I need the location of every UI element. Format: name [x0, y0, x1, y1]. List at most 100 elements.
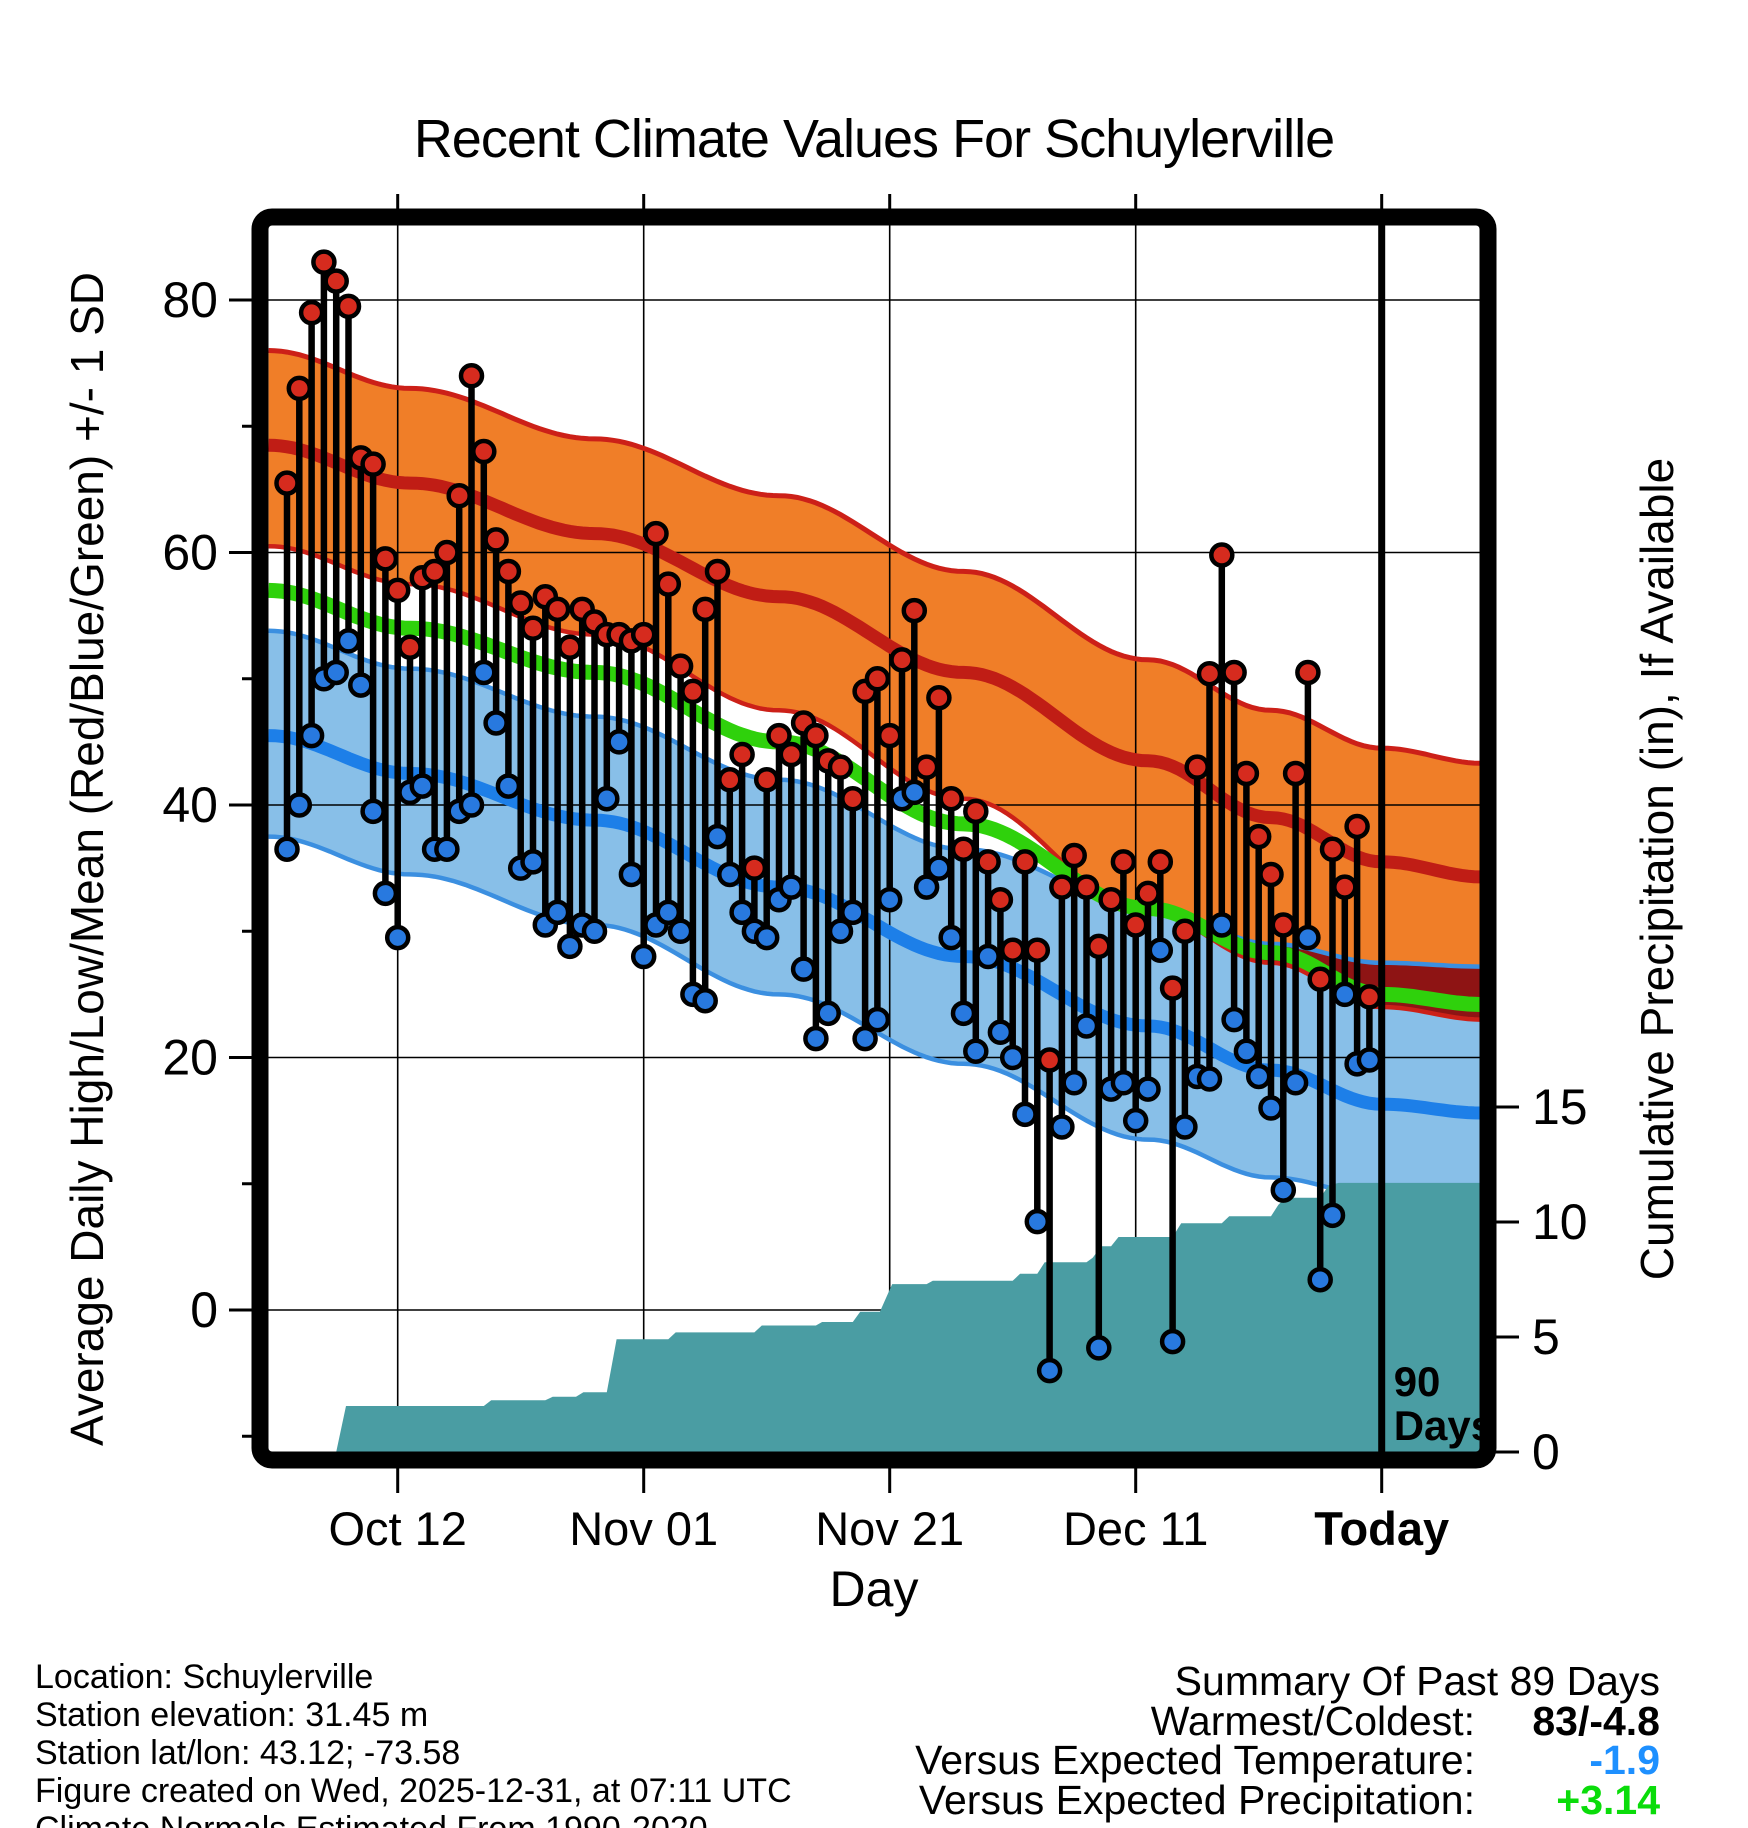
- daily-low-dot: [1172, 1114, 1198, 1140]
- daily-low-dot: [458, 792, 485, 818]
- daily-high-dot: [495, 558, 522, 585]
- daily-low-dot: [876, 886, 903, 913]
- daily-high-dot: [766, 722, 792, 749]
- daily-low-dot: [852, 1025, 878, 1052]
- daily-high-dot: [1319, 836, 1346, 862]
- daily-low-dot: [1147, 937, 1174, 963]
- daily-high-dot: [1332, 874, 1358, 900]
- daily-low-dot: [1282, 1070, 1309, 1096]
- daily-low-dot: [815, 1000, 841, 1027]
- daily-high-dot: [1295, 659, 1321, 686]
- daily-low-dot: [1073, 1013, 1100, 1039]
- daily-high-dot: [360, 451, 386, 477]
- daily-high-dot: [458, 363, 485, 389]
- daily-low-dot: [999, 1044, 1026, 1071]
- daily-high-dot: [926, 684, 952, 711]
- vs-temp-value: -1.9: [1589, 1737, 1660, 1783]
- daily-low-dot: [1209, 912, 1235, 938]
- daily-low-dot: [1258, 1095, 1284, 1121]
- daily-high-dot: [1270, 912, 1297, 938]
- daily-high-dot: [1356, 984, 1383, 1010]
- daily-low-dot: [1135, 1076, 1161, 1102]
- daily-low-dot: [286, 792, 313, 818]
- daily-stems: [274, 249, 1383, 1384]
- daily-low-dot: [384, 924, 411, 951]
- daily-low-dot: [913, 874, 940, 900]
- vs-temp-label: Versus Expected Temperature:: [915, 1737, 1475, 1783]
- daily-high-dot: [1233, 760, 1260, 787]
- daily-high-dot: [1024, 937, 1051, 963]
- daily-low-dot: [963, 1038, 989, 1064]
- daily-high-dot: [1135, 880, 1161, 907]
- daily-high-dot: [729, 741, 755, 768]
- daily-high-dot: [384, 577, 411, 604]
- daily-high-dot: [483, 527, 509, 553]
- daily-low-dot: [864, 1006, 891, 1033]
- daily-high-dot: [667, 653, 694, 679]
- daily-high-dot: [1012, 849, 1038, 875]
- daily-low-dot: [1086, 1335, 1112, 1361]
- daily-low-dot: [987, 1019, 1014, 1045]
- daily-low-dot: [1196, 1066, 1223, 1092]
- station-latlon: Station lat/lon: 43.12; -73.58: [35, 1734, 461, 1772]
- daily-low-dot: [753, 924, 780, 951]
- daily-low-dot: [1012, 1101, 1038, 1128]
- daily-low-dot: [606, 729, 632, 755]
- daily-low-dot: [975, 943, 1001, 970]
- daily-low-dot: [434, 836, 460, 862]
- vs-precip-value: +3.14: [1556, 1776, 1660, 1823]
- ninety-days-label: 90: [1394, 1358, 1441, 1405]
- plot-frame: [251, 208, 1497, 1469]
- summary-row-vs-temp: Versus Expected Temperature: -1.9: [760, 1737, 1660, 1783]
- daily-high-dot: [1122, 912, 1149, 938]
- station-info: Location: Schuylerville Station elevatio…: [35, 1658, 792, 1828]
- vs-precip-label: Versus Expected Precipitation:: [918, 1776, 1475, 1823]
- daily-high-dot: [741, 855, 768, 881]
- daily-high-dot: [1086, 933, 1112, 960]
- x-tick-label: Oct 12: [328, 1502, 466, 1555]
- daily-high-dot: [643, 520, 669, 547]
- daily-low-dot: [926, 855, 952, 881]
- y-left-tick-label: 40: [162, 777, 218, 833]
- daily-high-dot: [1344, 813, 1370, 840]
- daily-high-dot: [717, 767, 743, 793]
- page-title: Recent Climate Values For Schuylerville: [413, 109, 1335, 169]
- daily-high-dot: [1258, 861, 1284, 888]
- daily-low-dot: [1159, 1328, 1186, 1355]
- daily-high-dot: [1049, 874, 1075, 900]
- daily-high-dot: [1209, 542, 1235, 568]
- daily-high-dot: [1282, 760, 1309, 787]
- daily-high-dot: [963, 798, 989, 825]
- ninety-days-label: Days: [1394, 1402, 1494, 1449]
- daily-high-dot: [372, 546, 399, 572]
- daily-low-dot: [938, 924, 964, 951]
- daily-low-dot: [1270, 1177, 1297, 1203]
- daily-high-dot: [1098, 886, 1124, 913]
- daily-low-dot: [1307, 1266, 1333, 1293]
- climate-normals-note: Climate Normals Estimated From 1990-2020: [35, 1810, 792, 1828]
- precip-area: [268, 1182, 1480, 1452]
- daily-high-dot: [434, 539, 460, 566]
- summary-row-vs-precip: Versus Expected Precipitation: +3.14: [760, 1776, 1660, 1823]
- daily-high-dot: [901, 597, 928, 624]
- summary-row-warmest-coldest: Warmest/Coldest: 83/-4.8: [760, 1697, 1660, 1744]
- daily-high-dot: [938, 785, 964, 812]
- y-left-tick-label: 20: [162, 1030, 218, 1086]
- daily-low-dot: [581, 918, 608, 944]
- daily-high-dot: [1073, 874, 1100, 900]
- daily-low-dot: [544, 899, 571, 926]
- daily-high-dot: [520, 615, 546, 641]
- daily-high-dot: [999, 937, 1026, 963]
- daily-high-dot: [1110, 849, 1137, 875]
- daily-low-dot: [901, 779, 928, 806]
- daily-low-dot: [1233, 1038, 1260, 1064]
- daily-low-dot: [471, 659, 497, 686]
- warmest-coldest-value: 83/-4.8: [1532, 1697, 1660, 1744]
- daily-high-dot: [1307, 966, 1333, 992]
- station-elevation: Station elevation: 31.45 m: [35, 1696, 429, 1734]
- cumulative-precip-fill: [268, 1182, 1480, 1452]
- daily-low-dot: [1061, 1070, 1087, 1096]
- daily-high-dot: [950, 836, 977, 862]
